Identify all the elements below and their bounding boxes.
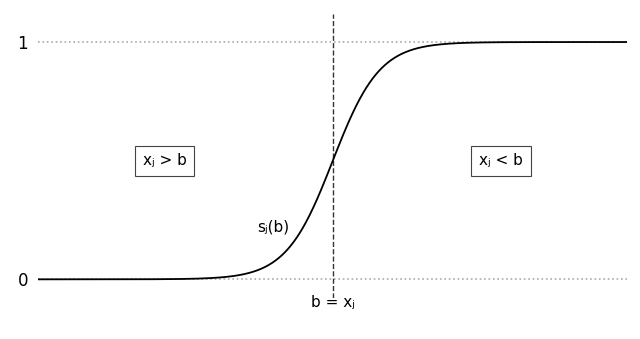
- Text: xⱼ > b: xⱼ > b: [143, 153, 186, 168]
- Text: sⱼ(b): sⱼ(b): [257, 220, 289, 235]
- Text: b = xⱼ: b = xⱼ: [311, 295, 355, 310]
- Text: xⱼ < b: xⱼ < b: [479, 153, 523, 168]
